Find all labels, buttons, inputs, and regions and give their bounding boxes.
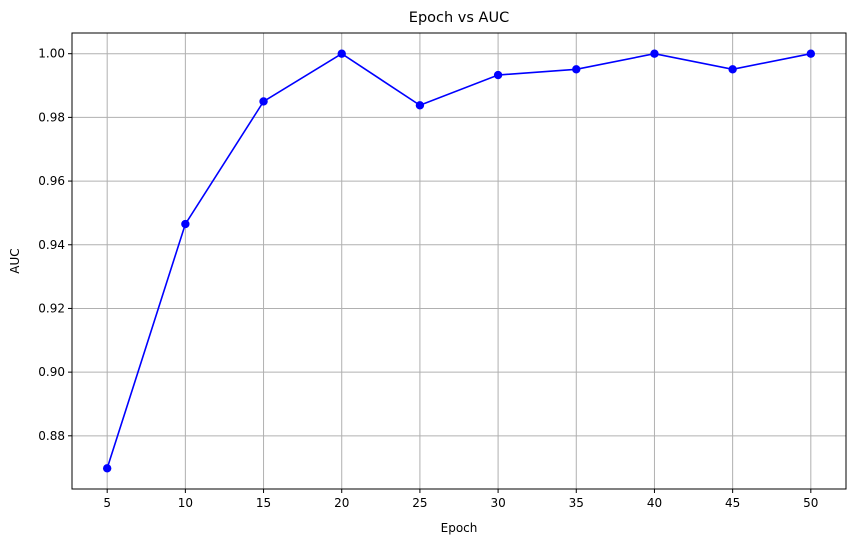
y-tick-label: 1.00: [38, 47, 65, 61]
y-ticks: 0.88 0.90 0.92 0.94 0.96 0.98 1.00: [38, 47, 72, 443]
y-tick-label: 0.94: [38, 238, 65, 252]
x-tick-label: 5: [103, 496, 111, 510]
y-axis-label: AUC: [8, 248, 22, 273]
data-point: [493, 70, 503, 80]
x-tick-label: 25: [412, 496, 427, 510]
y-tick-label: 0.88: [38, 429, 65, 443]
data-point: [572, 65, 581, 74]
y-tick-label: 0.90: [38, 365, 65, 379]
data-points: [102, 49, 816, 473]
x-ticks: 5 10 15 20 25 30 35 40 45 50: [103, 489, 818, 510]
x-tick-label: 10: [178, 496, 193, 510]
y-tick-label: 0.98: [38, 110, 65, 124]
data-point: [806, 49, 816, 58]
chart-title: Epoch vs AUC: [409, 10, 509, 26]
data-point: [102, 464, 112, 473]
x-tick-label: 30: [490, 496, 505, 510]
axes: [71, 32, 847, 490]
data-point: [337, 49, 346, 58]
y-tick-label: 0.92: [38, 301, 65, 315]
data-point: [259, 97, 268, 106]
data-point: [415, 101, 425, 110]
x-axis-label: Epoch: [441, 521, 478, 535]
x-tick-label: 35: [569, 496, 584, 510]
series-line: [106, 52, 811, 469]
y-tick-label: 0.96: [38, 174, 65, 188]
grid: [72, 33, 846, 489]
x-tick-label: 20: [334, 496, 349, 510]
data-point: [728, 65, 737, 74]
x-tick-label: 15: [256, 496, 271, 510]
x-tick-label: 50: [803, 496, 818, 510]
plot-frame: [71, 32, 847, 490]
x-tick-label: 40: [647, 496, 662, 510]
data-point: [650, 49, 659, 58]
data-point: [181, 219, 190, 229]
x-tick-label: 45: [725, 496, 740, 510]
